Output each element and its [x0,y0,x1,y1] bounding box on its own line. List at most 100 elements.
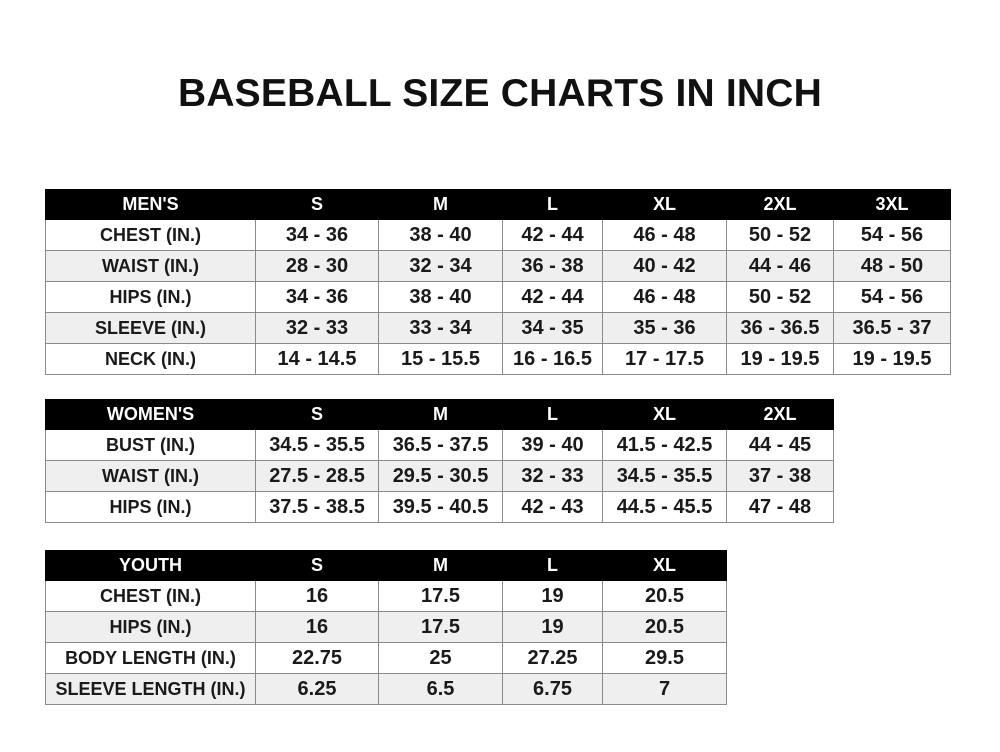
size-value-cell: 39 - 40 [502,429,603,461]
size-value-cell: 19 [502,580,603,612]
size-value-cell: 36.5 - 37 [833,312,951,344]
size-value-cell: 36 - 36.5 [726,312,834,344]
size-column-header: L [502,550,603,581]
size-value-cell: 46 - 48 [602,281,727,313]
size-value-cell: 20.5 [602,580,727,612]
size-value-cell: 32 - 33 [255,312,379,344]
measurement-label: BUST (IN.) [45,429,256,461]
size-value-cell: 46 - 48 [602,219,727,251]
size-value-cell: 35 - 36 [602,312,727,344]
size-column-header: XL [602,550,727,581]
table-row: WAIST (IN.) 28 - 30 32 - 34 36 - 38 40 - 42 4… [45,250,951,282]
table-row: HIPS (IN.) 16 17.5 19 20.5 [45,611,727,643]
size-value-cell: 36 - 38 [502,250,603,282]
size-value-cell: 6.5 [378,673,503,705]
table-row: CHEST (IN.) 34 - 36 38 - 40 42 - 44 46 - 48 5… [45,219,951,251]
size-value-cell: 42 - 43 [502,491,603,523]
table-row: CHEST (IN.) 16 17.5 19 20.5 [45,580,727,612]
size-column-header: M [378,189,503,220]
size-value-cell: 22.75 [255,642,379,674]
size-column-header: 3XL [833,189,951,220]
size-value-cell: 14 - 14.5 [255,343,379,375]
size-value-cell: 17.5 [378,611,503,643]
size-value-cell: 17 - 17.5 [602,343,727,375]
size-value-cell: 47 - 48 [726,491,834,523]
table-row: HIPS (IN.) 37.5 - 38.5 39.5 - 40.5 42 - 43 4… [45,491,834,523]
womens-size-table: WOMEN'S S M L XL 2XL BUST (IN.) 34.5 - 35.5 36.5… [45,399,834,523]
size-value-cell: 16 [255,580,379,612]
size-value-cell: 37.5 - 38.5 [255,491,379,523]
size-value-cell: 42 - 44 [502,219,603,251]
header-row: WOMEN'S S M L XL 2XL [45,399,834,430]
measurement-label: NECK (IN.) [45,343,256,375]
size-value-cell: 50 - 52 [726,281,834,313]
size-value-cell: 29.5 - 30.5 [378,460,503,492]
measurement-label: CHEST (IN.) [45,219,256,251]
size-value-cell: 34.5 - 35.5 [602,460,727,492]
size-column-header: S [255,550,379,581]
measurement-label: SLEEVE LENGTH (IN.) [45,673,256,705]
size-value-cell: 15 - 15.5 [378,343,503,375]
size-value-cell: 19 - 19.5 [833,343,951,375]
youth-size-table: YOUTH S M L XL CHEST (IN.) 16 17.5 19 20.5 HIPS (I… [45,550,727,705]
size-column-header: XL [602,189,727,220]
size-value-cell: 25 [378,642,503,674]
size-column-header: M [378,399,503,430]
size-value-cell: 54 - 56 [833,281,951,313]
size-value-cell: 20.5 [602,611,727,643]
table-row: HIPS (IN.) 34 - 36 38 - 40 42 - 44 46 - 48 50… [45,281,951,313]
measurement-label: WAIST (IN.) [45,460,256,492]
size-value-cell: 27.25 [502,642,603,674]
measurement-label: HIPS (IN.) [45,491,256,523]
size-value-cell: 54 - 56 [833,219,951,251]
size-value-cell: 29.5 [602,642,727,674]
table-row: SLEEVE (IN.) 32 - 33 33 - 34 34 - 35 35 - 36… [45,312,951,344]
size-value-cell: 41.5 - 42.5 [602,429,727,461]
size-value-cell: 27.5 - 28.5 [255,460,379,492]
size-value-cell: 16 - 16.5 [502,343,603,375]
size-value-cell: 36.5 - 37.5 [378,429,503,461]
size-value-cell: 34.5 - 35.5 [255,429,379,461]
size-column-header: XL [602,399,727,430]
size-column-header: S [255,189,379,220]
size-value-cell: 19 [502,611,603,643]
page-title: BASEBALL SIZE CHARTS IN INCH [177,72,823,115]
size-value-cell: 6.25 [255,673,379,705]
size-value-cell: 34 - 36 [255,281,379,313]
measurement-label: SLEEVE (IN.) [45,312,256,344]
table-row: NECK (IN.) 14 - 14.5 15 - 15.5 16 - 16.5 17 … [45,343,951,375]
measurement-label: CHEST (IN.) [45,580,256,612]
size-value-cell: 6.75 [502,673,603,705]
size-value-cell: 33 - 34 [378,312,503,344]
size-value-cell: 44.5 - 45.5 [602,491,727,523]
size-value-cell: 19 - 19.5 [726,343,834,375]
table-category-header: YOUTH [45,550,256,581]
size-value-cell: 28 - 30 [255,250,379,282]
table-category-header: WOMEN'S [45,399,256,430]
size-column-header: S [255,399,379,430]
table-row: BODY LENGTH (IN.) 22.75 25 27.25 29.5 [45,642,727,674]
size-value-cell: 32 - 33 [502,460,603,492]
table-row: BUST (IN.) 34.5 - 35.5 36.5 - 37.5 39 - 40 4… [45,429,834,461]
size-value-cell: 44 - 46 [726,250,834,282]
header-row: MEN'S S M L XL 2XL 3XL [45,189,951,220]
size-value-cell: 16 [255,611,379,643]
size-value-cell: 38 - 40 [378,219,503,251]
size-column-header: 2XL [726,399,834,430]
size-value-cell: 44 - 45 [726,429,834,461]
size-column-header: L [502,399,603,430]
size-value-cell: 42 - 44 [502,281,603,313]
size-value-cell: 38 - 40 [378,281,503,313]
size-value-cell: 50 - 52 [726,219,834,251]
header-row: YOUTH S M L XL [45,550,727,581]
size-value-cell: 32 - 34 [378,250,503,282]
mens-size-table: MEN'S S M L XL 2XL 3XL CHEST (IN.) 34 - 36 38 - 4… [45,189,951,375]
size-value-cell: 17.5 [378,580,503,612]
size-column-header: M [378,550,503,581]
measurement-label: BODY LENGTH (IN.) [45,642,256,674]
table-row: SLEEVE LENGTH (IN.) 6.25 6.5 6.75 7 [45,673,727,705]
size-column-header: L [502,189,603,220]
size-value-cell: 40 - 42 [602,250,727,282]
measurement-label: WAIST (IN.) [45,250,256,282]
table-row: WAIST (IN.) 27.5 - 28.5 29.5 - 30.5 32 - 33… [45,460,834,492]
